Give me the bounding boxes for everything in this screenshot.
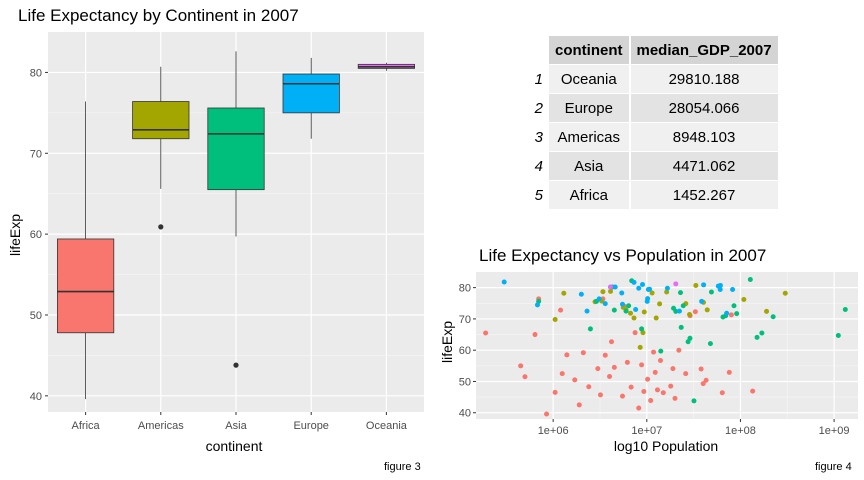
y-tick-label: 60 bbox=[30, 229, 42, 241]
boxplot-ylabel: lifeExp bbox=[7, 214, 23, 256]
row-continent: Americas bbox=[548, 122, 631, 152]
box-asia bbox=[207, 107, 265, 191]
figure-3-caption: figure 3 bbox=[384, 461, 421, 473]
row-gdp: 4471.062 bbox=[629, 151, 780, 181]
box-outlier bbox=[158, 224, 164, 230]
row-gdp: 28054.066 bbox=[629, 93, 780, 123]
row-index: 4 bbox=[519, 151, 549, 181]
x-tick-label: Oceania bbox=[366, 420, 408, 432]
row-continent: Asia bbox=[548, 151, 631, 181]
boxplot-plot-area: 40 50 60 70 80 Africa Americas Asia Europe Oceani… bbox=[30, 32, 424, 432]
table-row: 1 Oceania 29810.188 bbox=[519, 64, 780, 94]
row-gdp: 8948.103 bbox=[629, 122, 780, 152]
boxplot-title: Life Expectancy by Continent in 2007 bbox=[18, 6, 299, 25]
box-africa bbox=[57, 238, 115, 334]
y-tick-label: 80 bbox=[30, 67, 42, 79]
table-header-gdp: median_GDP_2007 bbox=[629, 36, 780, 65]
figure-4-caption: figure 4 bbox=[815, 461, 852, 473]
row-gdp: 29810.188 bbox=[629, 64, 780, 94]
row-index: 1 bbox=[519, 64, 549, 94]
row-continent: Europe bbox=[548, 93, 631, 123]
table-row: 4 Asia 4471.062 bbox=[519, 151, 780, 181]
box-outlier bbox=[233, 362, 239, 368]
row-index: 3 bbox=[519, 122, 549, 152]
row-index: 2 bbox=[519, 93, 549, 123]
table-row: 3 Americas 8948.103 bbox=[519, 122, 780, 152]
table-row: 5 Africa 1452.267 bbox=[519, 180, 780, 209]
x-tick-label: Europe bbox=[293, 420, 328, 432]
row-continent: Oceania bbox=[548, 64, 631, 94]
table-index-header bbox=[519, 36, 549, 65]
table-row: 2 Europe 28054.066 bbox=[519, 93, 780, 123]
row-gdp: 1452.267 bbox=[629, 180, 780, 209]
box-americas bbox=[132, 101, 190, 140]
gdp-table: continent median_GDP_2007 1 Oceania 2981… bbox=[519, 36, 780, 209]
x-tick-label: Africa bbox=[72, 420, 101, 432]
table-header-continent: continent bbox=[548, 36, 631, 65]
y-tick-label: 50 bbox=[30, 310, 42, 322]
y-tick-label: 70 bbox=[30, 148, 42, 160]
row-continent: Africa bbox=[548, 180, 631, 209]
box-europe bbox=[282, 73, 340, 114]
scatter-title: Life Expectancy vs Population in 2007 bbox=[479, 246, 767, 265]
y-tick-label: 40 bbox=[30, 391, 42, 403]
x-tick-label: Asia bbox=[225, 420, 247, 432]
boxplot-xlabel: continent bbox=[206, 438, 263, 454]
row-index: 5 bbox=[519, 180, 549, 209]
x-tick-label: Americas bbox=[138, 420, 184, 432]
